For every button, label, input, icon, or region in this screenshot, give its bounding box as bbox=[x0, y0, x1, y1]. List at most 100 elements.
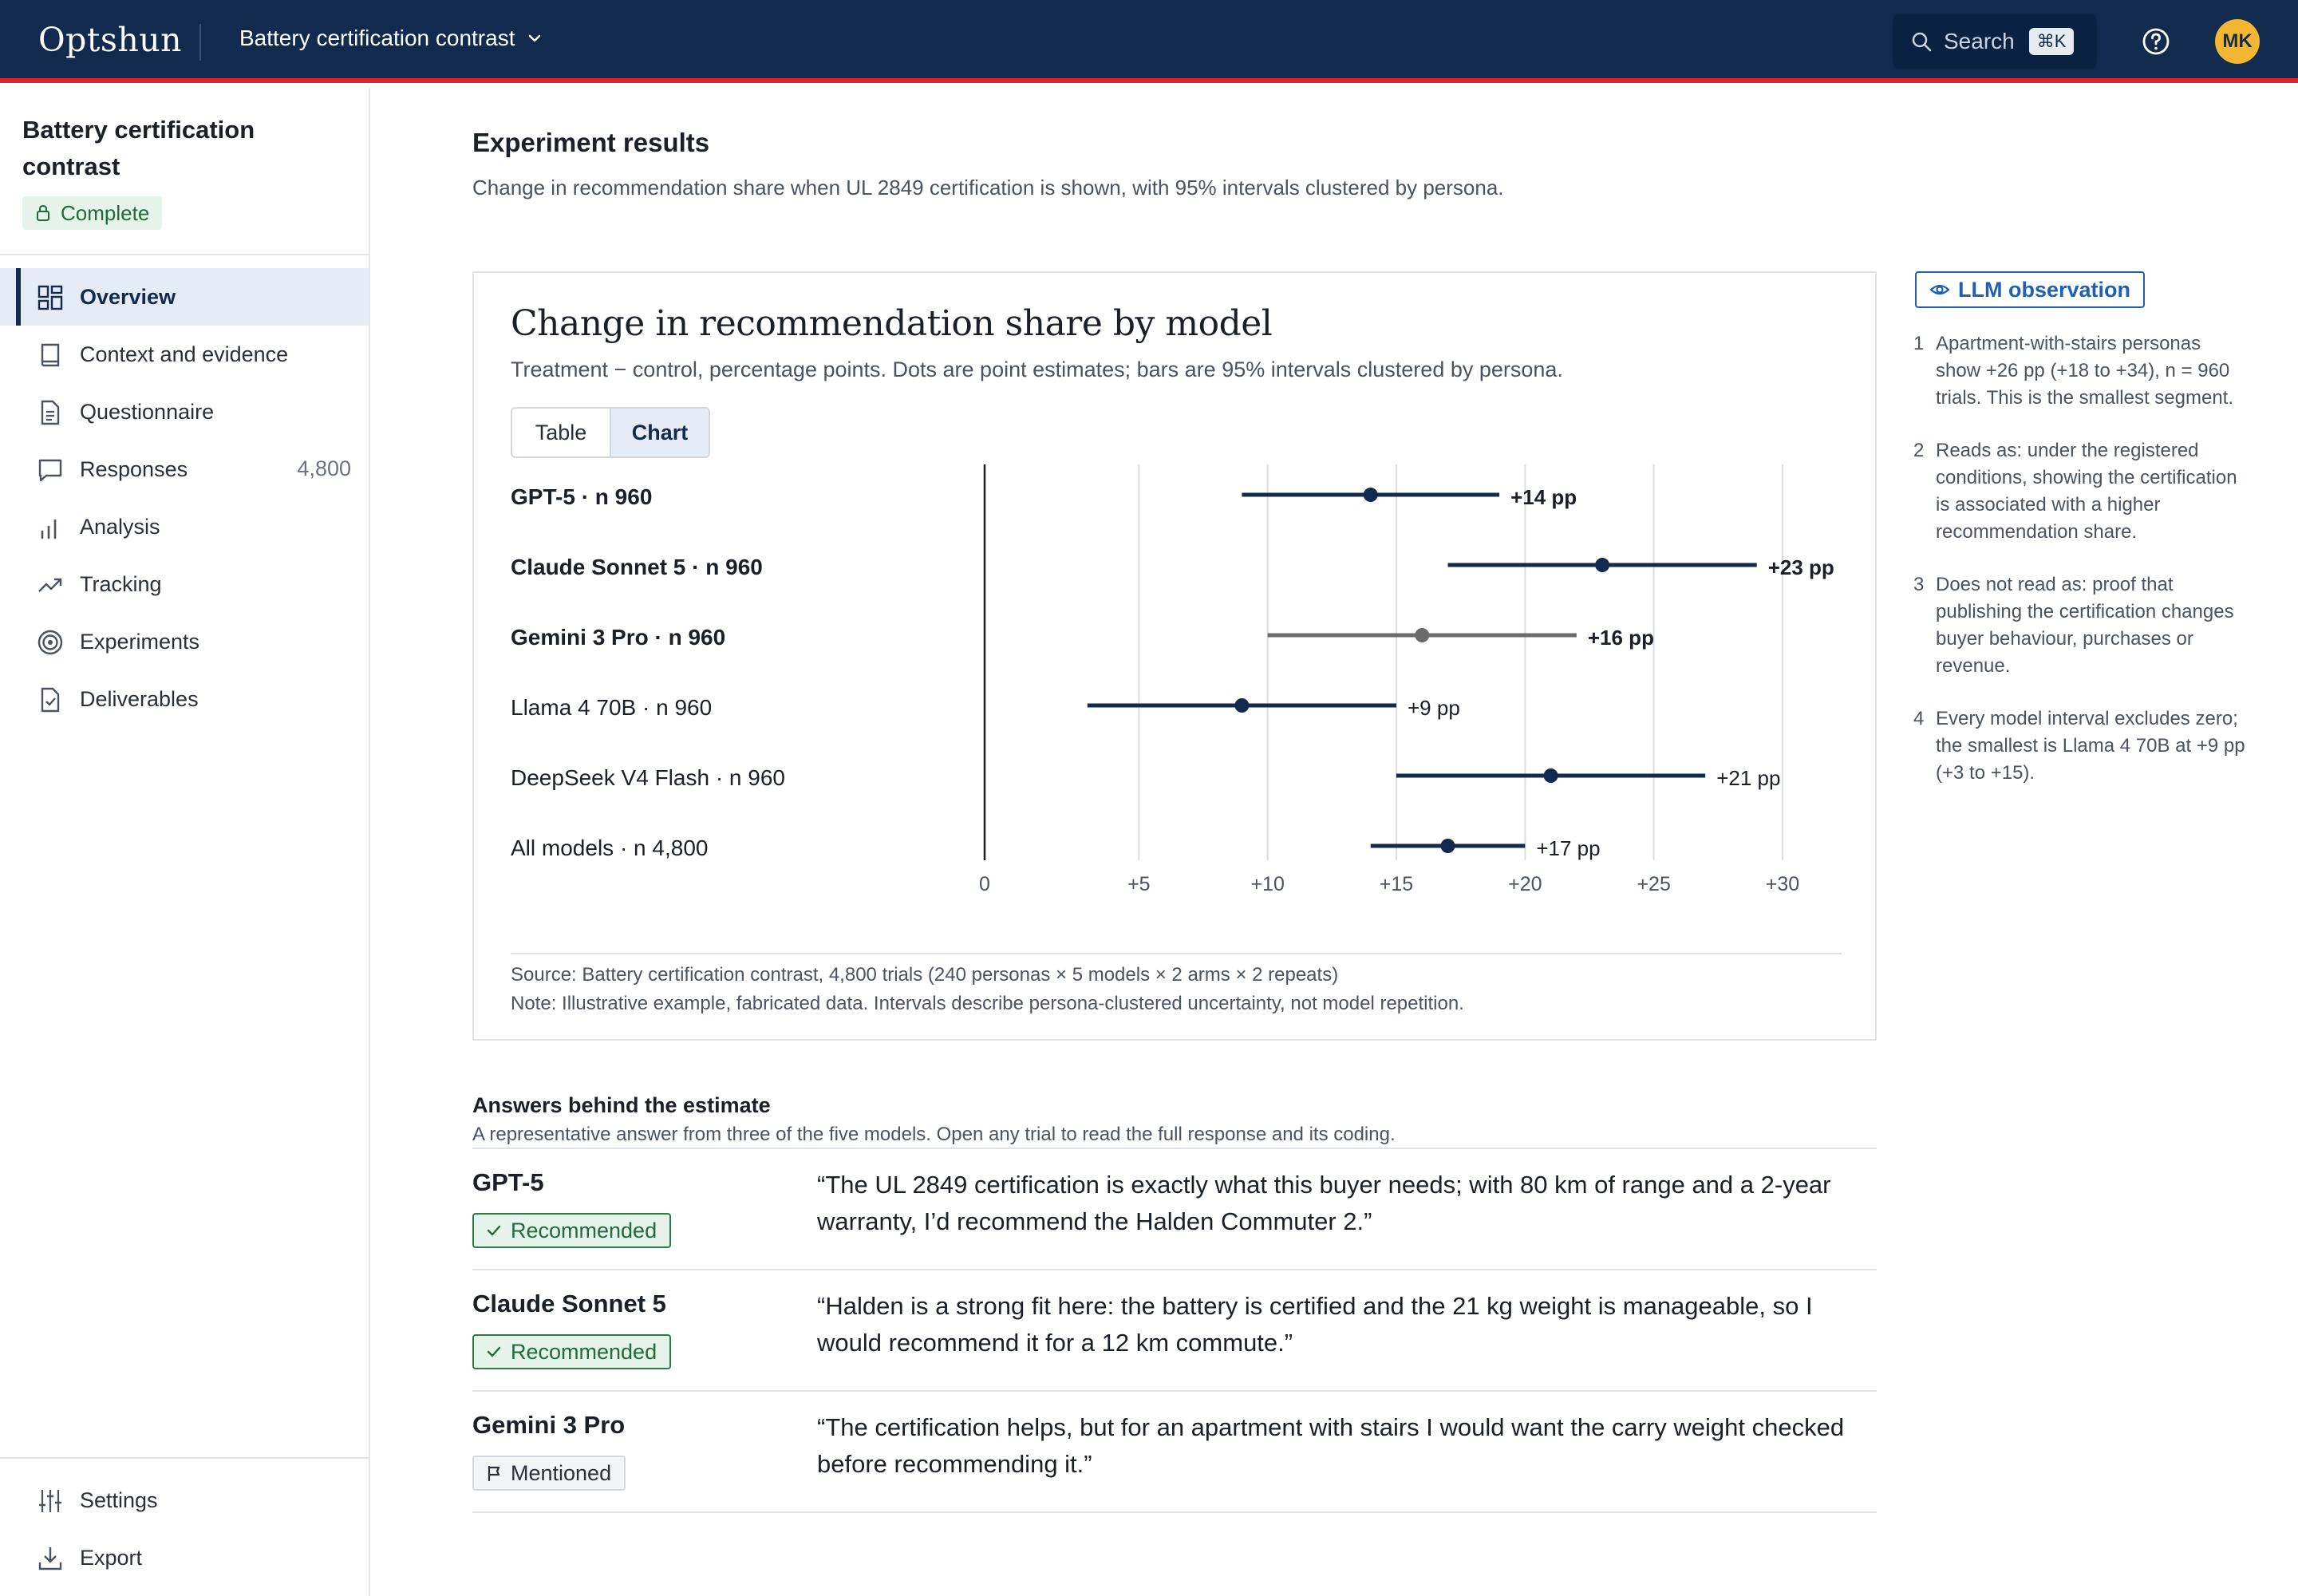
row-label: Gemini 3 Pro · n 960 bbox=[511, 625, 725, 650]
chart-source: Source: Battery certification contrast, … bbox=[511, 964, 1339, 986]
sidebar-item-tracking[interactable]: Tracking bbox=[0, 555, 369, 613]
check-icon bbox=[487, 1225, 501, 1236]
point-estimate bbox=[1595, 558, 1610, 572]
row-label: GPT-5 · n 960 bbox=[511, 484, 652, 509]
x-tick-label: +15 bbox=[1380, 873, 1413, 895]
chart-source-note: Source: Battery certification contrast, … bbox=[511, 961, 1464, 1018]
answer-row[interactable]: Claude Sonnet 5 Recommended “Halden is a… bbox=[472, 1270, 1877, 1392]
recommended-tag: Recommended bbox=[472, 1334, 672, 1369]
sidebar-nav: Overview Context and evidence Questionna… bbox=[0, 268, 369, 728]
sidebar-item-label: Analysis bbox=[80, 514, 160, 539]
sidebar-item-context[interactable]: Context and evidence bbox=[0, 326, 369, 383]
data-label: +17 pp bbox=[1536, 836, 1600, 860]
sliders-icon bbox=[39, 1490, 61, 1512]
answers-subheading: A representative answer from three of th… bbox=[472, 1124, 1396, 1145]
answer-row[interactable]: GPT-5 Recommended “The UL 2849 certifica… bbox=[472, 1149, 1877, 1270]
responses-count: 4,800 bbox=[297, 456, 351, 480]
data-label: +23 pp bbox=[1768, 555, 1834, 579]
data-label: +14 pp bbox=[1510, 485, 1577, 509]
x-tick-label: +10 bbox=[1250, 873, 1284, 895]
row-label: Llama 4 70B · n 960 bbox=[511, 695, 712, 720]
point-estimate bbox=[1440, 839, 1455, 853]
page-title: Experiment results bbox=[472, 128, 710, 157]
brand-logo[interactable]: Optshun bbox=[38, 21, 183, 59]
help-icon[interactable] bbox=[2140, 26, 2172, 57]
sidebar-bottom-nav: Settings Export bbox=[0, 1472, 369, 1586]
point-estimate bbox=[1415, 628, 1430, 642]
lock-icon bbox=[37, 204, 49, 221]
x-tick-label: 0 bbox=[979, 873, 990, 895]
data-label: +21 pp bbox=[1716, 766, 1780, 790]
project-selector-label: Battery certification contrast bbox=[239, 26, 515, 50]
trend-up-icon bbox=[38, 578, 62, 592]
search-shortcut: ⌘K bbox=[2028, 28, 2075, 55]
user-avatar[interactable]: MK bbox=[2215, 19, 2260, 64]
download-icon bbox=[38, 1547, 62, 1570]
sidebar-item-analysis[interactable]: Analysis bbox=[0, 498, 369, 555]
sidebar-item-experiments[interactable]: Experiments bbox=[0, 613, 369, 670]
llm-observation-badge[interactable]: LLM observation bbox=[1915, 271, 2146, 308]
answer-model: Gemini 3 Pro bbox=[472, 1411, 626, 1439]
data-label: +16 pp bbox=[1588, 626, 1654, 650]
x-tick-label: +25 bbox=[1637, 873, 1670, 895]
status-label: Complete bbox=[61, 200, 150, 225]
sidebar-item-export[interactable]: Export bbox=[0, 1529, 369, 1586]
search-icon bbox=[1912, 32, 1932, 52]
tab-chart[interactable]: Chart bbox=[610, 409, 709, 456]
answer-quote: “Halden is a strong fit here: the batter… bbox=[817, 1292, 1813, 1357]
grid-icon bbox=[38, 285, 63, 310]
page-subtitle: Change in recommendation share when UL 2… bbox=[472, 176, 1504, 200]
answer-row[interactable]: Gemini 3 Pro Mentioned “The certificatio… bbox=[472, 1392, 1877, 1513]
answer-model: Claude Sonnet 5 bbox=[472, 1290, 666, 1317]
tab-table[interactable]: Table bbox=[535, 420, 587, 444]
row-label: DeepSeek V4 Flash · n 960 bbox=[511, 765, 785, 790]
sidebar-item-label: Context and evidence bbox=[80, 342, 289, 366]
observation-list: 1 Apartment-with-stairs personas show +26… bbox=[1913, 330, 2249, 812]
sidebar-item-label: Responses bbox=[80, 456, 188, 481]
row-label: Claude Sonnet 5 · n 960 bbox=[511, 555, 763, 579]
sidebar-item-label: Questionnaire bbox=[80, 399, 215, 424]
llm-observation-label: LLM observation bbox=[1958, 277, 2131, 302]
mentioned-tag: Mentioned bbox=[472, 1456, 626, 1491]
observation-item: 1 Apartment-with-stairs personas show +26… bbox=[1913, 333, 2234, 409]
topbar-divider bbox=[199, 24, 201, 61]
chart-card: Change in recommendation share by model … bbox=[472, 271, 1877, 1041]
chart-divider bbox=[511, 953, 1842, 954]
sidebar-item-responses[interactable]: Responses 4,800 bbox=[0, 440, 369, 498]
document-icon bbox=[41, 400, 60, 425]
sidebar-item-label: Deliverables bbox=[80, 686, 199, 711]
recommended-tag: Recommended bbox=[472, 1213, 672, 1248]
sidebar-item-deliverables[interactable]: Deliverables bbox=[0, 670, 369, 728]
answer-model: GPT-5 bbox=[472, 1168, 544, 1196]
chart-subtitle: Treatment − control, percentage points. … bbox=[511, 358, 1563, 381]
chevron-down-icon bbox=[529, 34, 541, 42]
search-label: Search bbox=[1944, 29, 2015, 53]
search-button[interactable]: Search ⌘K bbox=[1893, 14, 2097, 69]
eye-icon bbox=[1929, 284, 1950, 295]
observation-item: 3 Does not read as: proof that publishing… bbox=[1913, 574, 2234, 677]
project-title: Battery certification contrast bbox=[22, 116, 255, 180]
sidebar-divider bbox=[0, 1457, 369, 1459]
point-estimate bbox=[1363, 488, 1378, 502]
status-badge: Complete bbox=[22, 196, 163, 230]
project-selector[interactable]: Battery certification contrast bbox=[239, 26, 543, 51]
sidebar-item-label: Experiments bbox=[80, 629, 200, 654]
sidebar-item-settings[interactable]: Settings bbox=[0, 1472, 369, 1529]
sidebar-item-overview[interactable]: Overview bbox=[0, 268, 369, 326]
observation-item: 4 Every model interval excludes zero; the… bbox=[1913, 708, 2245, 784]
x-tick-label: +30 bbox=[1766, 873, 1799, 895]
point-estimate bbox=[1543, 768, 1558, 783]
check-icon bbox=[487, 1346, 501, 1357]
sidebar-item-label: Overview bbox=[80, 284, 176, 309]
target-icon bbox=[38, 630, 63, 655]
answers-heading: Answers behind the estimate bbox=[472, 1093, 771, 1117]
row-label: All models · n 4,800 bbox=[511, 836, 708, 860]
x-tick-label: +5 bbox=[1127, 873, 1151, 895]
chat-bubble-icon bbox=[38, 459, 62, 482]
answers-table: GPT-5 Recommended “The UL 2849 certifica… bbox=[472, 1148, 1877, 1513]
chart-title: Change in recommendation share by model bbox=[511, 303, 1273, 344]
flag-icon bbox=[488, 1465, 500, 1482]
data-label: +9 pp bbox=[1408, 696, 1460, 720]
top-bar: Optshun Battery certification contrast S… bbox=[0, 0, 2298, 83]
sidebar-item-questionnaire[interactable]: Questionnaire bbox=[0, 383, 369, 440]
